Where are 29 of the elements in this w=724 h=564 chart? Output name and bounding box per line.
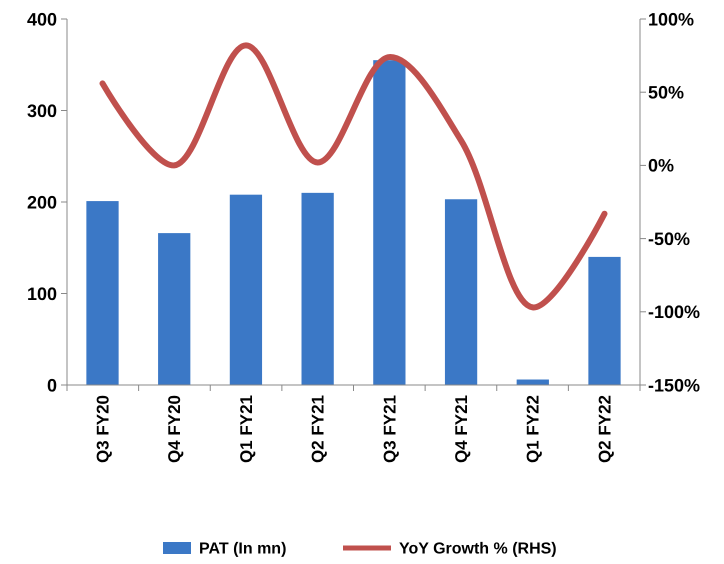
y2-tick-label: -100% xyxy=(648,302,700,322)
y2-tick-label: -150% xyxy=(648,375,700,396)
x-tick-label: Q4 FY20 xyxy=(165,395,184,464)
legend-label: YoY Growth % (RHS) xyxy=(399,540,557,558)
bar xyxy=(230,194,262,385)
y2-tick-label: 0% xyxy=(648,156,674,176)
x-tick-label: Q2 FY22 xyxy=(595,395,614,464)
x-tick-label: Q1 FY22 xyxy=(524,395,543,464)
y-tick-label: 400 xyxy=(26,9,57,30)
y2-tick-label: 50% xyxy=(648,82,684,102)
bar xyxy=(86,201,119,385)
y-tick-label: 0 xyxy=(46,375,57,396)
legend-label: PAT (In mn) xyxy=(199,540,286,558)
x-tick-label: Q4 FY21 xyxy=(452,395,472,464)
bar xyxy=(516,380,549,385)
x-tick-label: Q2 FY21 xyxy=(308,395,328,464)
bar xyxy=(588,256,621,385)
bar xyxy=(158,233,190,385)
bar xyxy=(302,192,334,385)
y-tick-label: 200 xyxy=(26,192,57,212)
x-tick-label: Q3 FY21 xyxy=(380,395,400,464)
x-tick-label: Q3 FY20 xyxy=(93,395,112,464)
y-tick-label: 100 xyxy=(26,284,57,304)
x-tick-label: Q1 FY21 xyxy=(236,395,256,464)
y2-tick-label: -50% xyxy=(648,228,690,249)
bar xyxy=(444,199,478,385)
bar xyxy=(373,60,406,385)
y-tick-label: 300 xyxy=(26,100,57,121)
y2-tick-label: 100% xyxy=(648,9,694,30)
